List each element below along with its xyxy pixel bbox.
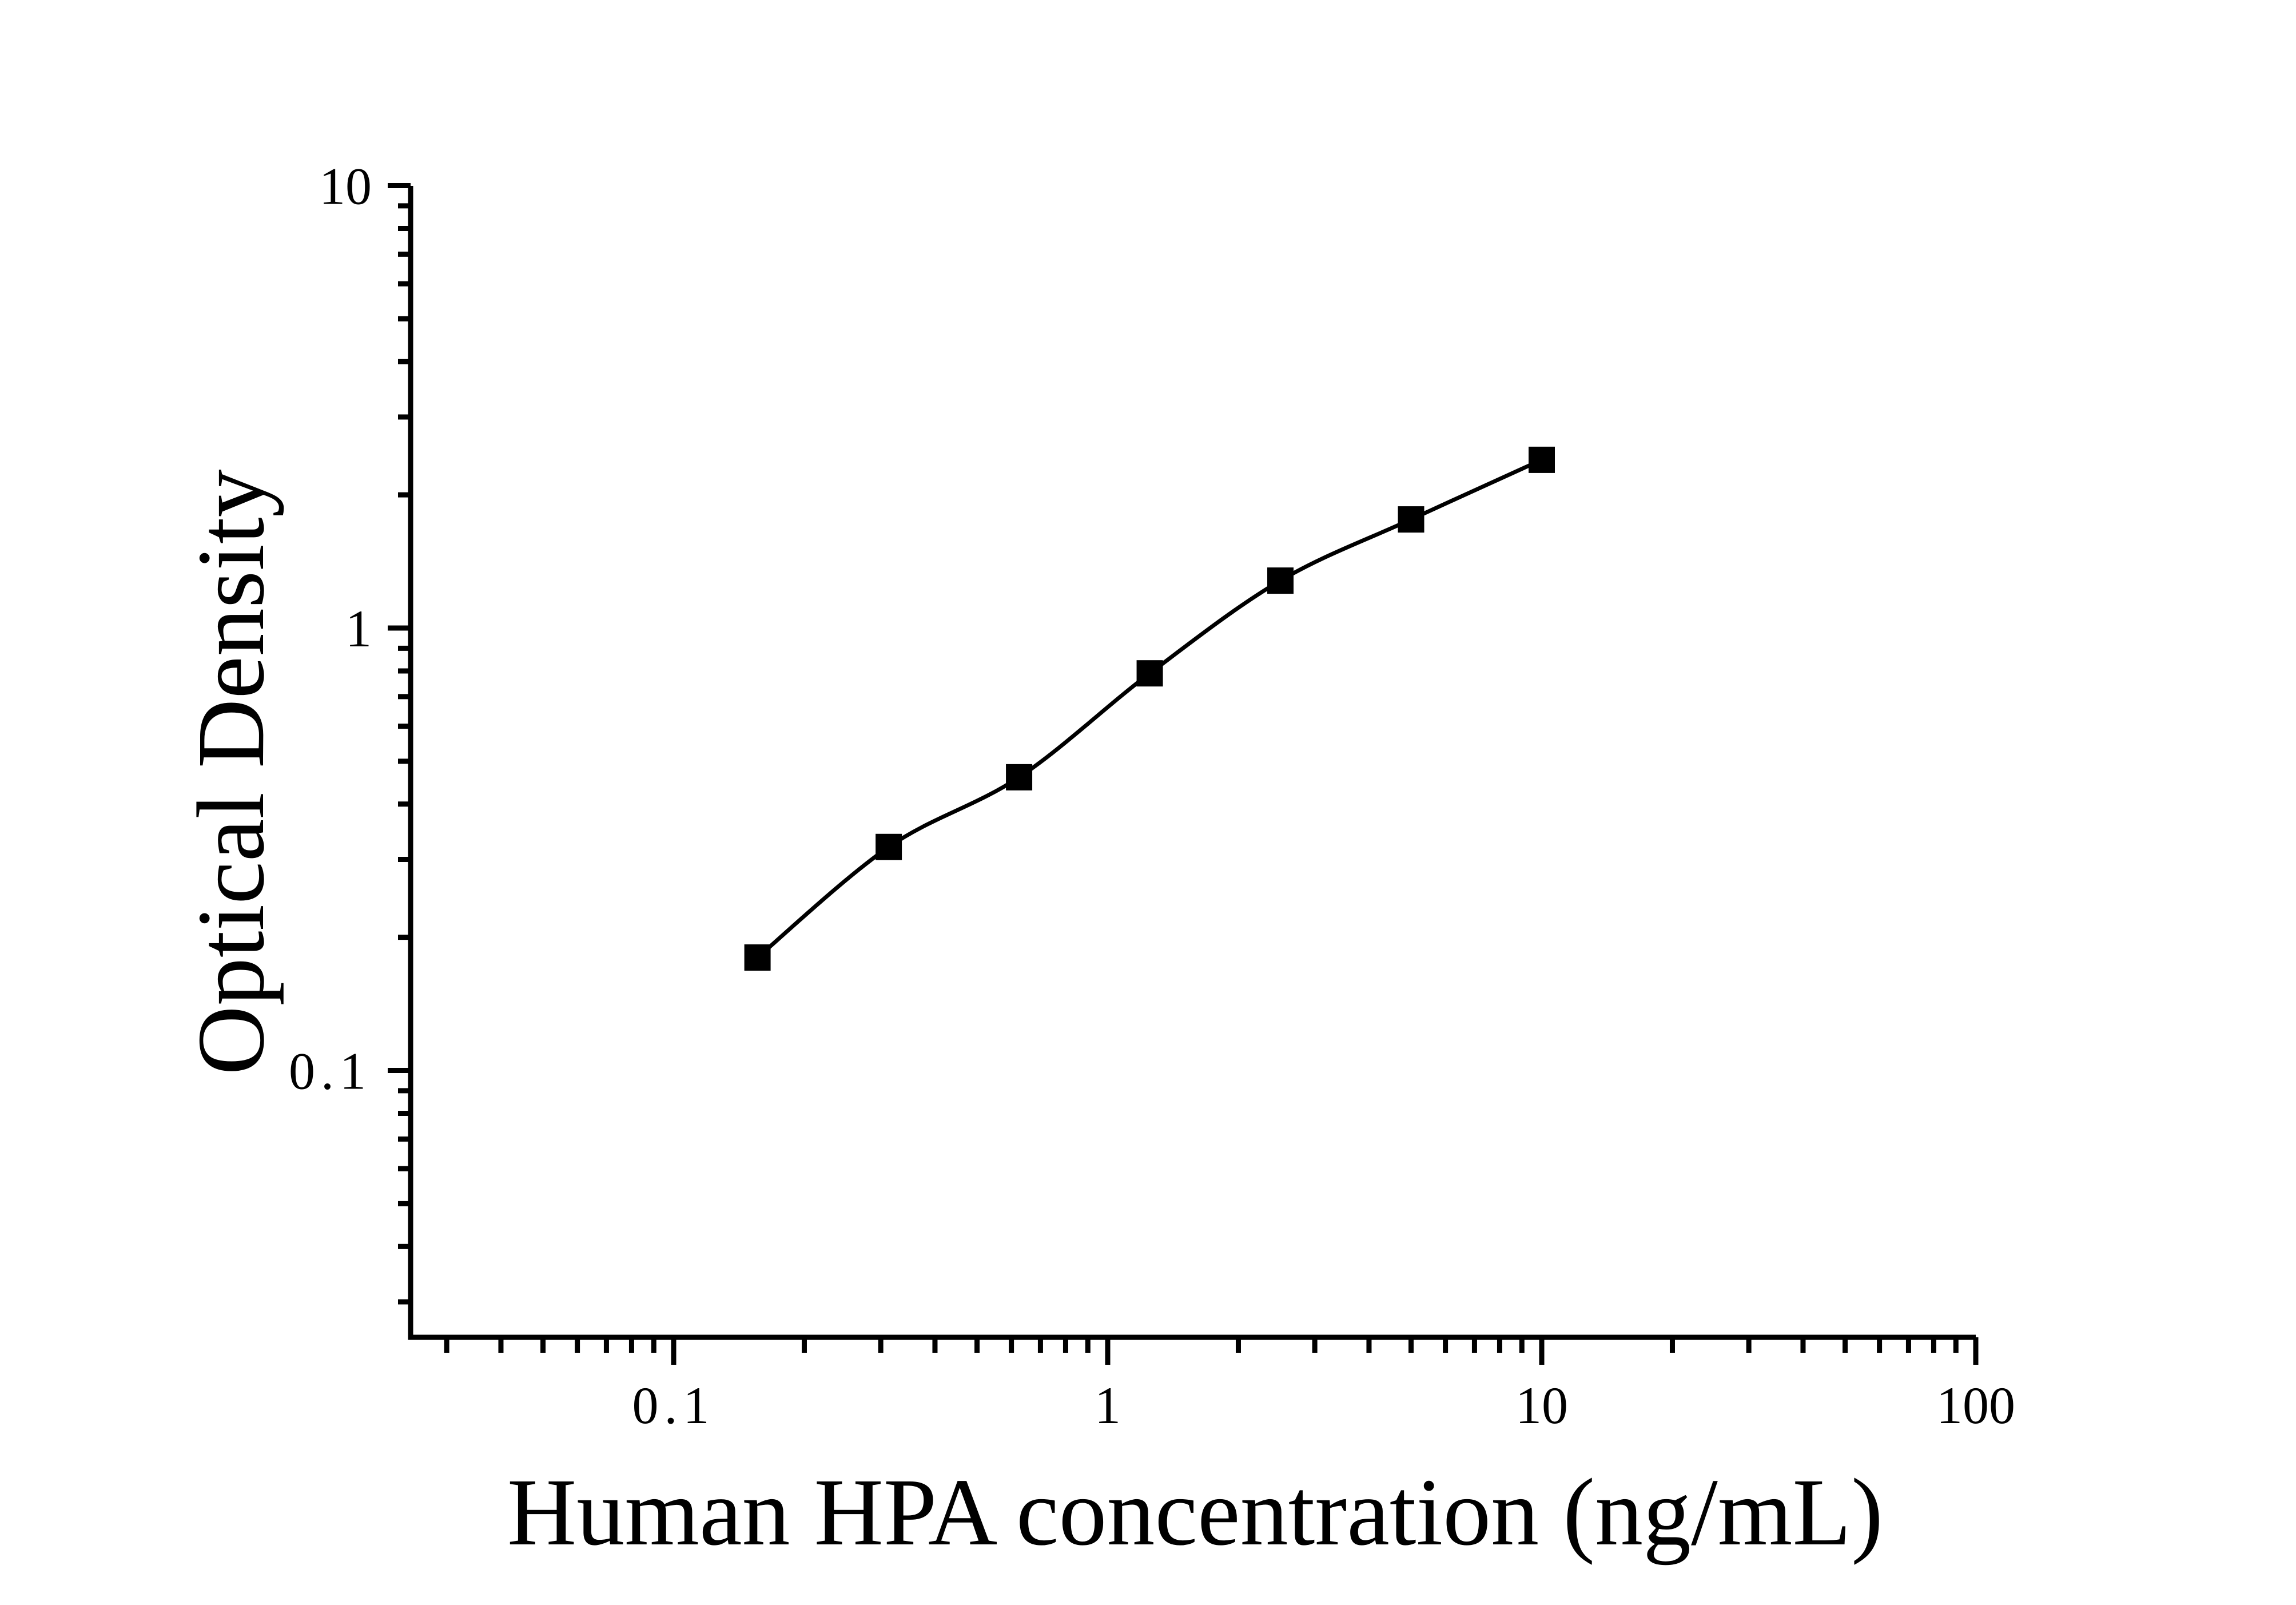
- x-axis-tick-labels: 0.1 1 10 100: [632, 1376, 2016, 1435]
- x-axis-title: Human HPA concentration (ng/mL): [507, 1459, 1883, 1566]
- x-tick-label: 100: [1936, 1376, 2015, 1435]
- data-point-square: [876, 833, 902, 860]
- data-point-square: [1398, 506, 1424, 533]
- y-axis-tick-labels: 10 1 0.1: [289, 157, 372, 1101]
- x-tick-label: 10: [1515, 1376, 1568, 1435]
- plot-area: 0.1 1 10 100 10 1 0.1 Human HPA concentration…: [178, 157, 2015, 1566]
- data-point-square: [1006, 764, 1033, 790]
- y-axis-title: Optical Density: [178, 469, 284, 1075]
- y-tick-label: 10: [319, 157, 372, 216]
- x-tick-label: 0.1: [632, 1376, 715, 1435]
- data-point-markers: [744, 446, 1555, 971]
- y-tick-label: 1: [345, 599, 372, 658]
- y-axis-ticks: [388, 183, 411, 1305]
- axis-spines: [408, 186, 1976, 1340]
- y-tick-label: 0.1: [289, 1042, 372, 1101]
- standard-curve-line: [756, 458, 1543, 959]
- data-point-square: [1136, 660, 1163, 687]
- x-tick-label: 1: [1095, 1376, 1121, 1435]
- data-point-square: [1529, 446, 1555, 473]
- data-point-square: [1267, 567, 1294, 594]
- data-point-square: [744, 944, 771, 971]
- x-axis-ticks: [444, 1337, 1979, 1365]
